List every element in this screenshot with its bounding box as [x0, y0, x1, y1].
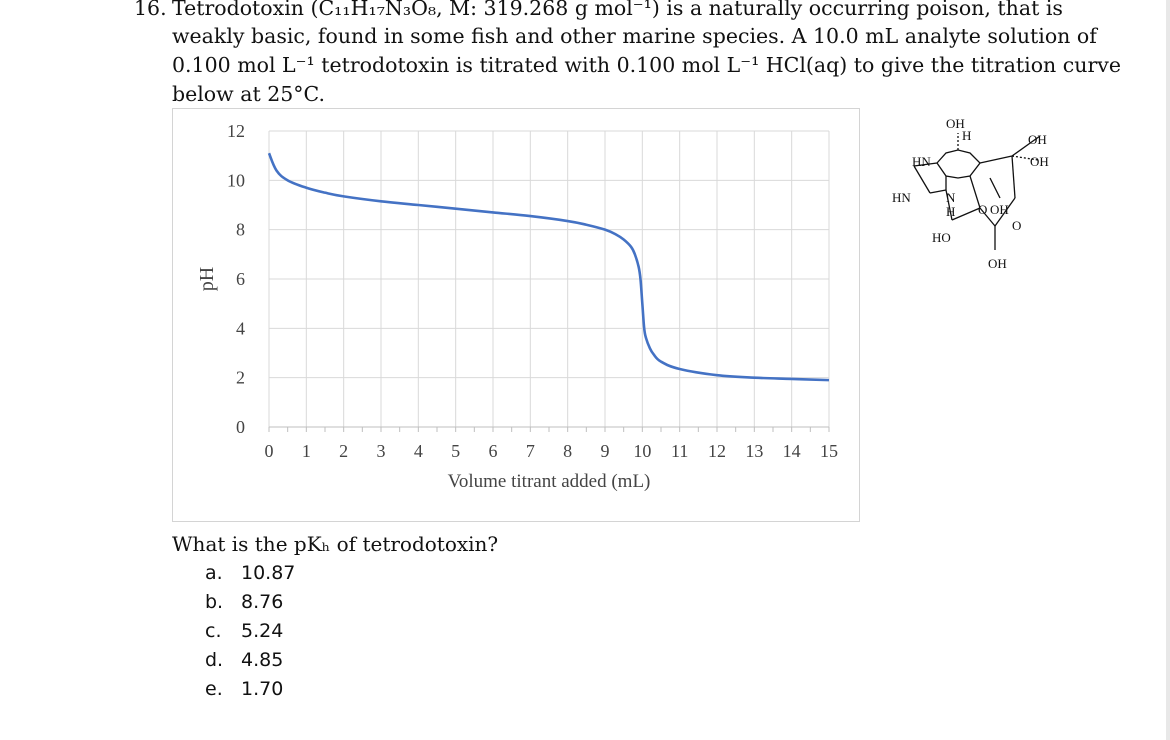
x-tick-label: 2 [339, 441, 348, 461]
option-e-letter: e. [205, 678, 223, 700]
option-d-value: 4.85 [241, 649, 284, 671]
option-e-value: 1.70 [241, 678, 284, 700]
mol-label-o-mid: O [978, 202, 987, 217]
x-tick-label: 3 [377, 441, 386, 461]
mol-label-oh-right1: OH [1028, 132, 1047, 147]
question-line-4: below at 25°C. [172, 82, 325, 106]
x-tick-label: 6 [489, 441, 498, 461]
mol-label-n: N [946, 190, 956, 205]
titration-chart: 0 1 2 3 4 5 6 7 8 9 10 11 12 13 14 15 0 2 4 6 8 10 12 Volume ti… [172, 108, 860, 522]
option-b-letter: b. [205, 591, 224, 613]
mol-label-oh-top: OH [946, 116, 965, 131]
x-tick-label: 9 [601, 441, 610, 461]
x-tick-label: 15 [820, 441, 838, 461]
mol-label-oh-right2: OH [1030, 154, 1049, 169]
mol-label-hn-lower: HN [892, 190, 911, 205]
x-tick-label: 1 [302, 441, 311, 461]
x-tick-label: 13 [745, 441, 763, 461]
mol-label-o-right: O [1012, 218, 1021, 233]
option-c[interactable]: c. 5.24 [205, 620, 283, 642]
option-d[interactable]: d. 4.85 [205, 649, 283, 671]
option-b-value: 8.76 [241, 591, 284, 613]
option-c-letter: c. [205, 620, 222, 642]
question-line-2: weakly basic, found in some fish and oth… [172, 24, 1097, 48]
x-tick-label: 11 [671, 441, 688, 461]
y-tick-label: 10 [227, 170, 245, 190]
x-tick-label: 0 [265, 441, 274, 461]
x-tick-label: 7 [526, 441, 535, 461]
x-tick-label: 8 [563, 441, 572, 461]
x-tick-label: 4 [414, 441, 423, 461]
x-axis-title: Volume titrant added (mL) [448, 471, 651, 492]
titration-curve-line [267, 152, 830, 382]
mol-label-ho: HO [932, 230, 951, 245]
y-tick-label: 2 [236, 368, 245, 388]
question-prompt: What is the pKₕ of tetrodotoxin? [172, 532, 499, 556]
option-b[interactable]: b. 8.76 [205, 591, 283, 613]
mol-label-h-top: H [962, 128, 971, 143]
y-tick-label: 0 [236, 417, 245, 437]
option-e[interactable]: e. 1.70 [205, 678, 283, 700]
option-a[interactable]: a. 10.87 [205, 562, 295, 584]
x-tick-label: 5 [451, 441, 460, 461]
page-edge [1166, 0, 1170, 740]
mol-label-oh-bottom: OH [988, 256, 1007, 271]
y-tick-label: 4 [236, 318, 245, 338]
x-tick-label: 12 [708, 441, 726, 461]
mol-label-oh-mid: OH [990, 202, 1009, 217]
y-tick-label: 6 [236, 269, 245, 289]
mol-label-h-under-n: H [946, 204, 955, 219]
question-line-3: 0.100 mol L⁻¹ tetrodotoxin is titrated w… [172, 53, 1121, 77]
x-tick-label: 14 [783, 441, 801, 461]
y-tick-label: 12 [227, 121, 245, 141]
mol-label-hn-upper: HN [912, 154, 931, 169]
option-d-letter: d. [205, 649, 224, 671]
option-a-value: 10.87 [241, 562, 296, 584]
option-c-value: 5.24 [241, 620, 284, 642]
y-axis-title: pH [196, 267, 218, 291]
x-tick-label: 10 [633, 441, 651, 461]
tetrodotoxin-structure: OH H OH HN OH HN N H O OH HO O OH [892, 116, 1049, 271]
question-line-1: Tetrodotoxin (C₁₁H₁₇N₃O₈, M: 319.268 g m… [172, 0, 1063, 20]
question-number: 16. [134, 0, 167, 20]
y-tick-label: 8 [236, 220, 245, 240]
option-a-letter: a. [205, 562, 223, 584]
